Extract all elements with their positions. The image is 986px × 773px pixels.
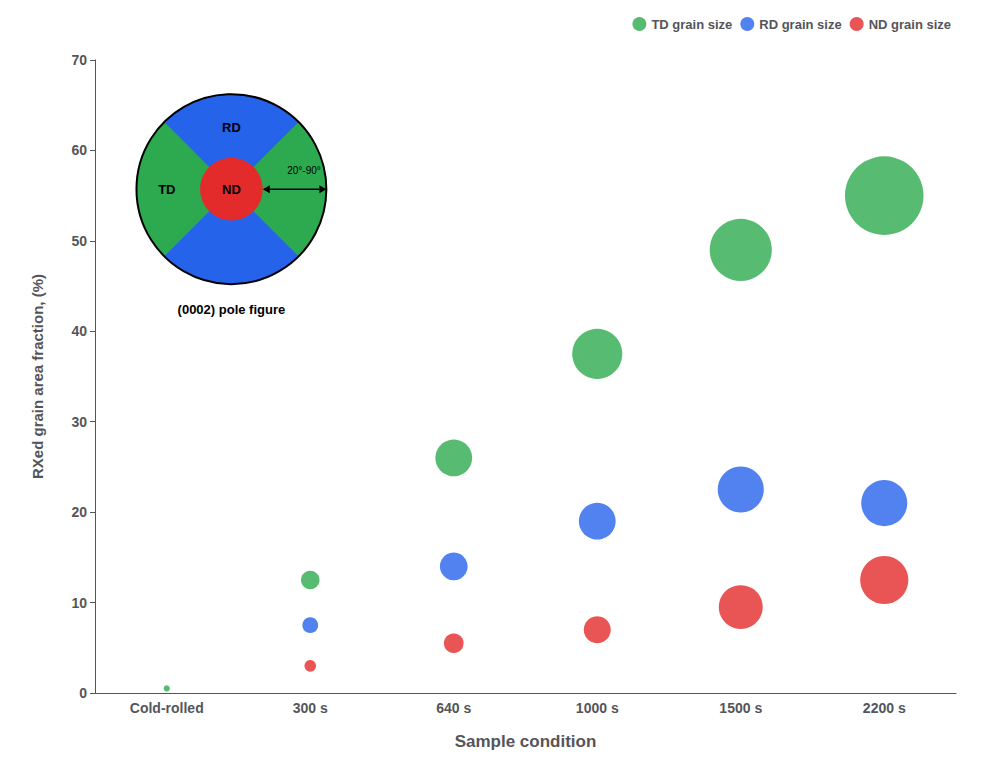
svg-text:50: 50 [71,233,87,249]
svg-text:10: 10 [71,595,87,611]
svg-text:20°-90°: 20°-90° [287,165,321,176]
svg-text:TD: TD [158,182,175,197]
svg-text:20: 20 [71,504,87,520]
svg-text:Sample condition: Sample condition [455,732,597,751]
svg-text:RD: RD [222,120,241,135]
svg-text:ND grain size: ND grain size [869,17,951,32]
svg-text:1000 s: 1000 s [576,700,619,716]
svg-text:1500 s: 1500 s [719,700,762,716]
svg-text:30: 30 [71,414,87,430]
svg-text:RXed grain area fraction, (%): RXed grain area fraction, (%) [29,274,46,479]
svg-text:640 s: 640 s [436,700,471,716]
svg-text:ND: ND [222,182,241,197]
svg-text:60: 60 [71,142,87,158]
svg-text:0: 0 [79,685,87,701]
svg-text:TD grain size: TD grain size [651,17,732,32]
svg-text:40: 40 [71,323,87,339]
svg-text:RD grain size: RD grain size [759,17,841,32]
svg-text:Cold-rolled: Cold-rolled [130,700,204,716]
svg-text:(0002) pole figure: (0002) pole figure [178,302,286,317]
svg-text:2200 s: 2200 s [863,700,906,716]
svg-text:300 s: 300 s [293,700,328,716]
svg-text:70: 70 [71,52,87,68]
